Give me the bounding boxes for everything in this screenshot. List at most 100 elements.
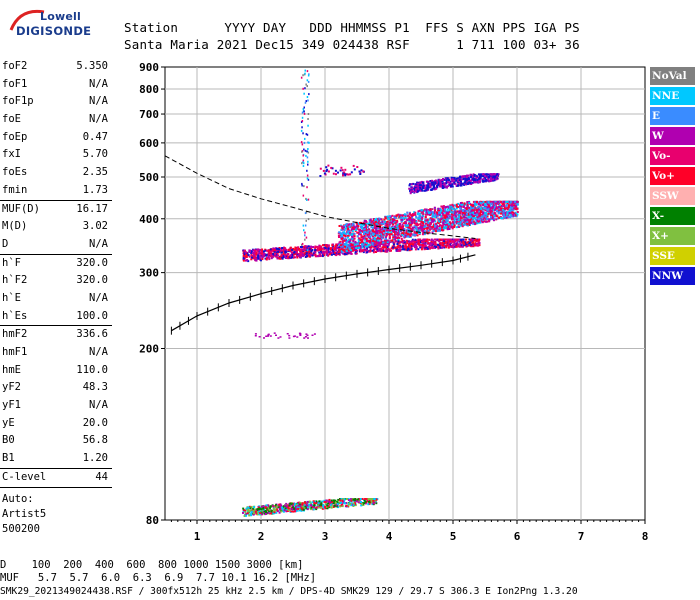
echo-point xyxy=(271,504,274,507)
echo-point xyxy=(372,240,375,242)
echo-point xyxy=(400,227,403,230)
logo-top-text: Lowell xyxy=(40,10,81,23)
echo-point xyxy=(377,227,380,230)
echo-point xyxy=(313,505,315,508)
echo-point xyxy=(287,255,290,258)
param-key: D xyxy=(2,237,9,250)
echo-point xyxy=(447,239,449,242)
echo-point xyxy=(278,503,281,506)
echo-point xyxy=(506,211,509,214)
echo-point xyxy=(459,245,462,248)
echo-point xyxy=(410,232,413,235)
echo-point xyxy=(451,223,454,226)
echo-point xyxy=(439,224,441,227)
echo-point xyxy=(445,221,448,224)
echo-point xyxy=(486,203,489,206)
echo-point xyxy=(253,506,255,509)
echo-point xyxy=(468,208,471,211)
echo-point xyxy=(464,222,467,224)
echo-point xyxy=(288,504,291,507)
echo-point xyxy=(501,205,504,208)
echo-point xyxy=(390,231,393,234)
echo-point xyxy=(352,498,355,501)
echo-point xyxy=(359,241,362,244)
echo-point xyxy=(410,186,413,189)
x-tick-label: 2 xyxy=(258,530,265,543)
param-key: fxI xyxy=(2,148,21,161)
echo-point xyxy=(466,224,469,227)
echo-point xyxy=(430,241,433,243)
echo-point xyxy=(334,499,337,502)
echo-point xyxy=(484,205,487,208)
echo-point xyxy=(509,207,512,210)
echo-point xyxy=(264,511,267,514)
echo-point xyxy=(417,248,420,251)
echo-point xyxy=(378,247,380,250)
echo-point xyxy=(366,231,369,234)
auto-code: 500200 xyxy=(2,522,40,535)
echo-point xyxy=(300,509,303,512)
echo-point xyxy=(461,225,464,228)
echo-point xyxy=(423,228,426,230)
echo-point xyxy=(407,222,410,225)
echo-point xyxy=(340,501,342,504)
echo-point xyxy=(416,213,419,216)
echo-point xyxy=(343,229,346,232)
echo-point xyxy=(342,252,344,255)
echo-point xyxy=(446,220,449,222)
echo-point xyxy=(257,254,260,257)
echo-point xyxy=(510,214,513,217)
echo-point xyxy=(347,249,350,252)
echo-point xyxy=(342,226,345,229)
echo-point xyxy=(490,216,492,218)
echo-point xyxy=(325,244,328,246)
echo-point xyxy=(348,243,351,246)
echo-point xyxy=(371,498,374,500)
echo-point xyxy=(405,248,408,251)
echo-point xyxy=(486,206,489,209)
echo-point xyxy=(465,238,467,241)
echo-point xyxy=(333,501,336,504)
echo-point xyxy=(480,202,483,205)
echo-point xyxy=(388,248,391,251)
param-row-foe: foE N/A xyxy=(0,111,112,129)
echo-point xyxy=(326,504,329,507)
echo-point xyxy=(422,238,425,241)
echo-point xyxy=(430,238,433,241)
echo-point xyxy=(428,226,431,229)
echo-point xyxy=(435,214,437,216)
echo-point xyxy=(369,245,371,248)
echo-point xyxy=(424,222,427,225)
echo-point xyxy=(285,510,288,513)
echo-point xyxy=(252,509,255,512)
echo-point xyxy=(342,228,345,231)
echo-point xyxy=(306,245,309,248)
echo-point xyxy=(428,231,431,234)
param-row-d: D N/A xyxy=(0,236,112,254)
echo-point xyxy=(341,227,344,230)
echo-point xyxy=(368,499,371,502)
echo-point xyxy=(397,238,400,241)
echo-point xyxy=(244,509,247,512)
echo-point xyxy=(359,246,362,249)
echo-point xyxy=(474,202,476,205)
param-value: 5.350 xyxy=(76,60,108,72)
echo-point xyxy=(390,249,392,252)
echo-point xyxy=(487,218,490,220)
echo-point xyxy=(346,236,349,239)
echo-point xyxy=(507,216,510,218)
echo-point xyxy=(353,232,356,235)
echo-point xyxy=(301,508,304,511)
echo-point xyxy=(281,506,283,509)
echo-point xyxy=(280,254,283,256)
echo-point xyxy=(453,220,456,223)
echo-point xyxy=(355,222,358,225)
echo-point xyxy=(442,205,445,208)
echo-point xyxy=(393,242,396,245)
echo-point xyxy=(458,204,461,207)
echo-point xyxy=(305,249,308,252)
echo-point xyxy=(493,203,495,206)
echo-point xyxy=(374,227,377,230)
echo-point xyxy=(470,238,473,241)
echo-point xyxy=(457,206,460,208)
